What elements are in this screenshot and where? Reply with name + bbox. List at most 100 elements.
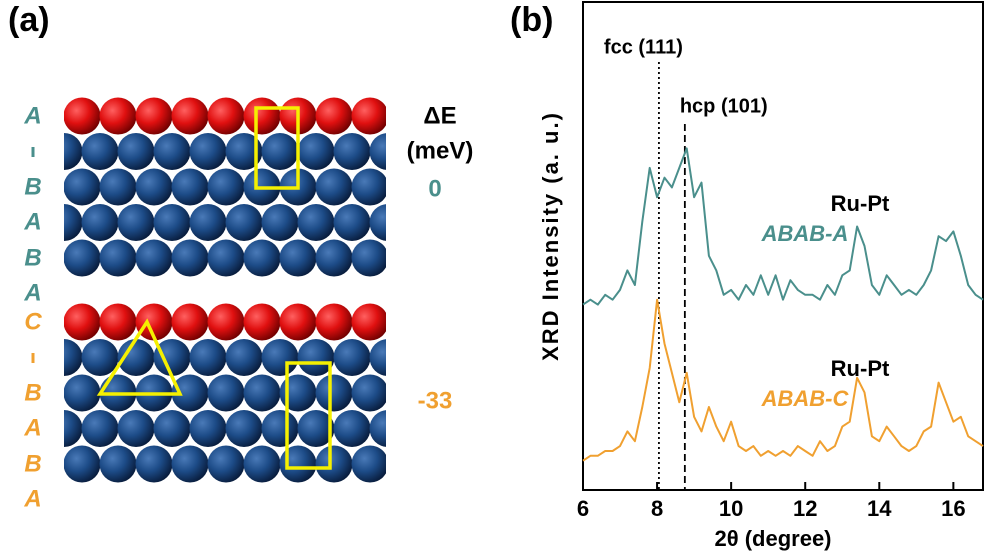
surface-atom <box>244 304 281 341</box>
atom <box>370 204 407 241</box>
atom <box>154 133 191 170</box>
layer-label: A <box>23 208 41 235</box>
atom <box>118 133 155 170</box>
atom <box>406 204 443 241</box>
x-tick-label: 8 <box>651 496 663 521</box>
atom <box>352 375 389 412</box>
plot-frame <box>583 2 983 490</box>
atom <box>388 446 425 483</box>
layer-label: B <box>24 379 41 406</box>
atom <box>208 446 245 483</box>
atom <box>82 133 119 170</box>
atom-stack <box>28 98 443 277</box>
atom <box>244 375 281 412</box>
atom <box>262 204 299 241</box>
surface-atom <box>172 304 209 341</box>
x-tick-label: 16 <box>941 496 965 521</box>
atom <box>118 204 155 241</box>
atom <box>100 240 137 277</box>
atom <box>352 446 389 483</box>
surface-atom <box>208 98 245 135</box>
atom <box>190 133 227 170</box>
atom <box>208 240 245 277</box>
atom <box>208 375 245 412</box>
layer-label: B <box>24 244 41 271</box>
atom <box>352 169 389 206</box>
atom <box>352 240 389 277</box>
atom <box>172 169 209 206</box>
annotation: hcp (101) <box>680 95 768 117</box>
surface-atom <box>64 304 101 341</box>
annotation: fcc (111) <box>604 36 683 58</box>
atom <box>226 339 263 376</box>
atom <box>136 446 173 483</box>
x-tick-label: 10 <box>719 496 743 521</box>
atom <box>316 169 353 206</box>
layer-label: A <box>23 485 41 512</box>
energy-value: 0 <box>428 175 441 202</box>
atom <box>100 169 137 206</box>
atom <box>334 204 371 241</box>
atom <box>100 446 137 483</box>
data-line <box>583 300 983 461</box>
atom <box>280 375 317 412</box>
atom <box>136 169 173 206</box>
atom <box>262 339 299 376</box>
surface-atom <box>100 98 137 135</box>
figure: (a) ΔE (meV) ABABA0CBABA-33(b)6810121416… <box>0 0 984 554</box>
y-axis-label: XRD Intensity (a. u.) <box>538 111 563 361</box>
atom <box>298 133 335 170</box>
surface-atom <box>64 98 101 135</box>
energy-header: ΔE <box>423 102 456 129</box>
surface-atom <box>136 98 173 135</box>
series-label: Ru-Pt <box>831 356 890 381</box>
atom <box>46 204 83 241</box>
surface-atom <box>352 98 389 135</box>
surface-atom <box>352 304 389 341</box>
atom <box>388 240 425 277</box>
x-tick-label: 6 <box>577 496 589 521</box>
atom <box>316 375 353 412</box>
layer-label: A <box>23 279 41 306</box>
surface-atom <box>172 98 209 135</box>
x-axis-label: 2θ (degree) <box>714 526 831 551</box>
atom <box>154 204 191 241</box>
surface-atom <box>244 98 281 135</box>
atom <box>46 339 83 376</box>
atom <box>190 204 227 241</box>
legend-entry: ABAB-A <box>761 221 849 246</box>
legend-entry: ABAB-C <box>761 386 850 411</box>
layer-label: B <box>24 173 41 200</box>
x-tick-label: 14 <box>867 496 892 521</box>
layer-label: A <box>23 102 41 129</box>
atom <box>154 410 191 447</box>
atom <box>172 446 209 483</box>
energy-value: -33 <box>418 387 453 414</box>
x-tick-label: 12 <box>793 496 817 521</box>
atom <box>172 240 209 277</box>
layer-label: A <box>23 414 41 441</box>
atom <box>64 240 101 277</box>
atom <box>280 240 317 277</box>
atom <box>388 169 425 206</box>
surface-atom <box>100 304 137 341</box>
atom <box>406 410 443 447</box>
atom <box>64 446 101 483</box>
atom <box>316 446 353 483</box>
atom <box>406 339 443 376</box>
layer-label: C <box>24 308 42 335</box>
atom <box>190 339 227 376</box>
atom <box>46 410 83 447</box>
atom <box>334 410 371 447</box>
atom <box>46 133 83 170</box>
atom <box>118 410 155 447</box>
atom <box>190 410 227 447</box>
surface-atom <box>316 304 353 341</box>
series-label: Ru-Pt <box>831 191 890 216</box>
atom <box>370 339 407 376</box>
atom <box>82 339 119 376</box>
atom <box>316 240 353 277</box>
layer-label: B <box>24 450 41 477</box>
atom <box>64 169 101 206</box>
energy-header: (meV) <box>407 137 474 164</box>
